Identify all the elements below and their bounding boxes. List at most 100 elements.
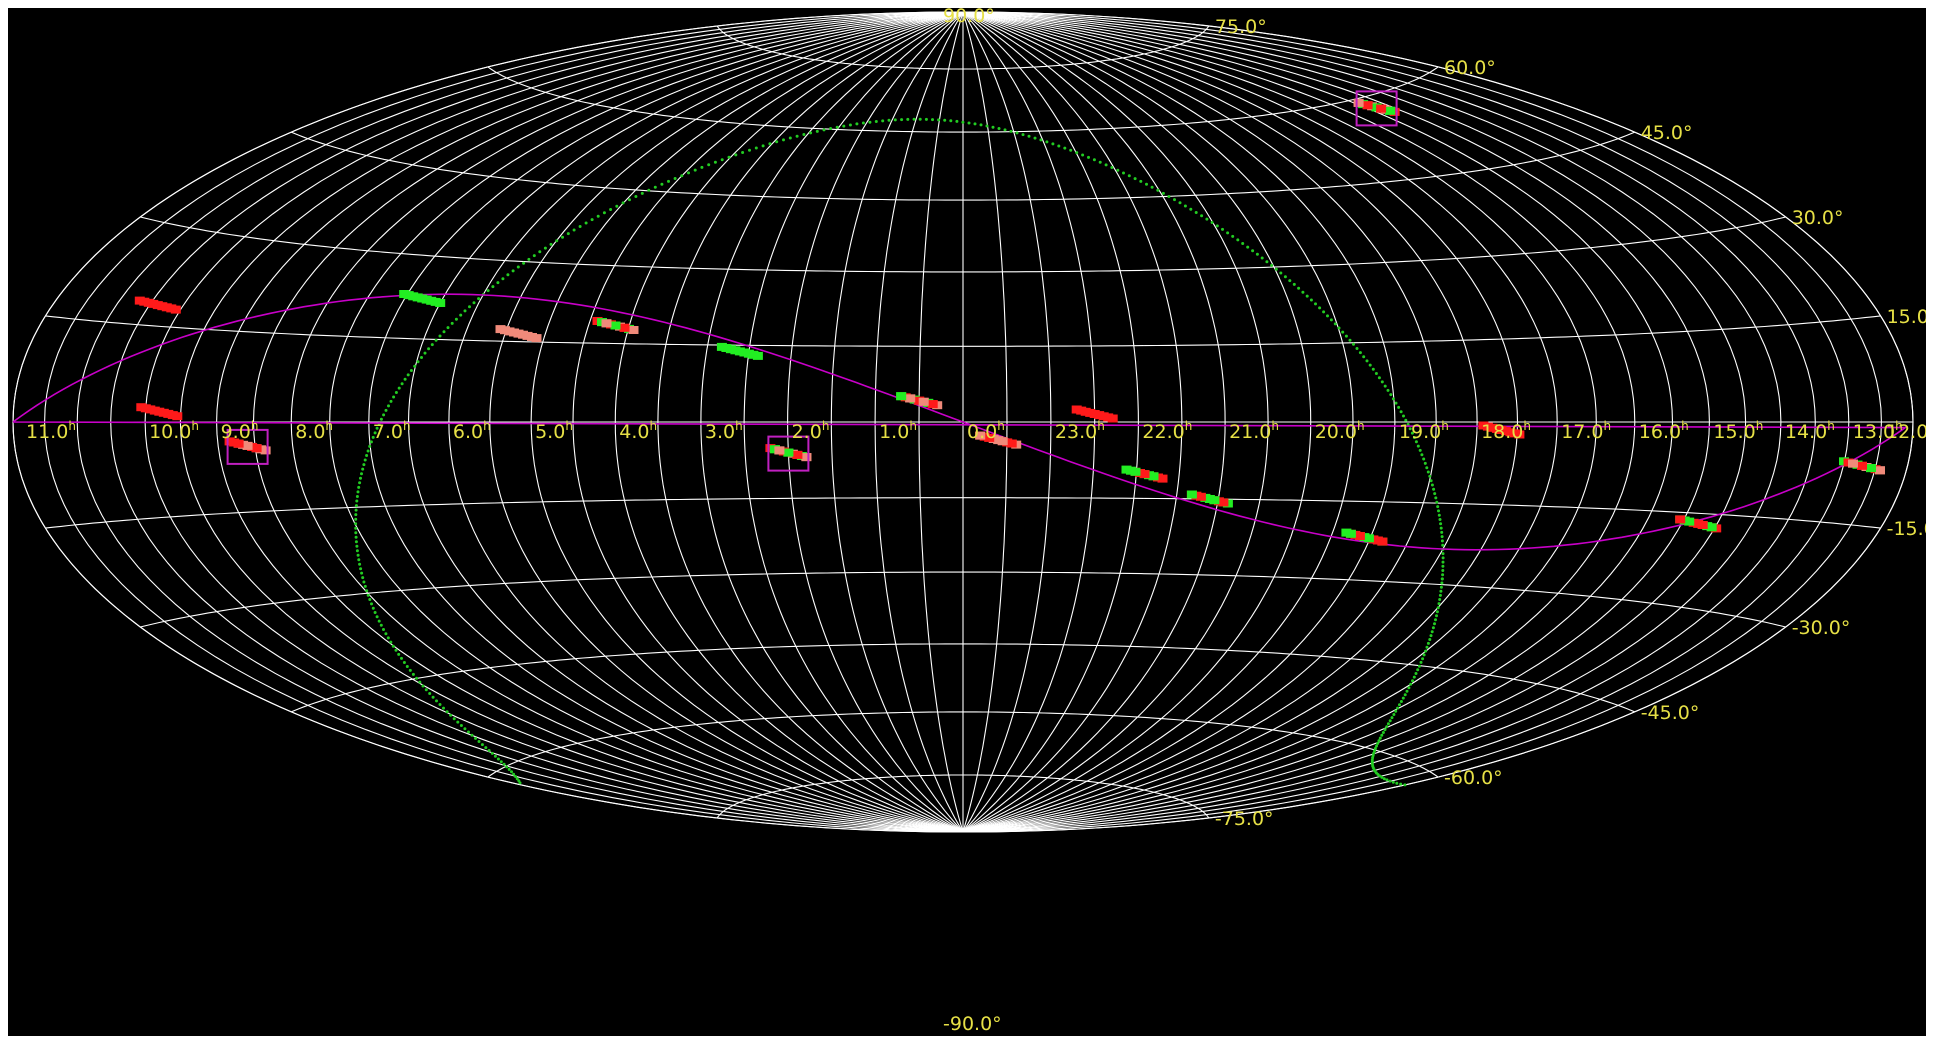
- galactic-plane-dot: [515, 777, 519, 781]
- galactic-plane-dot: [1439, 589, 1443, 593]
- galactic-plane-dot: [355, 544, 359, 548]
- galactic-plane-dot: [496, 757, 500, 761]
- galactic-plane-dot: [561, 235, 564, 239]
- galactic-plane-dot: [357, 485, 361, 489]
- galactic-plane-dot: [1156, 188, 1160, 192]
- galactic-plane-dot: [365, 454, 369, 457]
- galactic-plane-dot: [572, 228, 576, 232]
- galactic-plane-dot: [1365, 359, 1369, 363]
- survey-field-tile: [500, 326, 510, 335]
- galactic-plane-dot: [578, 225, 582, 228]
- galactic-plane-dot: [366, 449, 370, 453]
- galactic-plane-dot: [1394, 709, 1398, 713]
- survey-field-tile: [1006, 439, 1017, 448]
- survey-field-tile: [233, 439, 244, 448]
- galactic-plane-dot: [397, 652, 401, 656]
- galactic-plane-dot: [516, 265, 520, 269]
- galactic-plane-dot: [456, 720, 460, 724]
- galactic-plane-dot: [1421, 657, 1425, 661]
- galactic-plane-dot: [802, 133, 806, 136]
- survey-field-tile: [1706, 523, 1717, 532]
- galactic-plane-dot: [1399, 782, 1403, 786]
- meridian-line: [962, 11, 1052, 833]
- galactic-plane-dot: [788, 136, 792, 140]
- galactic-plane-dot: [1355, 347, 1359, 350]
- galactic-plane-dot: [442, 706, 445, 710]
- galactic-plane-dot: [490, 751, 494, 755]
- survey-field-tile: [1482, 422, 1493, 431]
- field-group: [1478, 421, 1525, 439]
- galactic-plane-dot: [1377, 739, 1381, 743]
- survey-field-tile: [1071, 405, 1082, 414]
- field-group: [896, 392, 943, 410]
- survey-field-tile: [792, 450, 803, 459]
- galactic-plane-dot: [459, 724, 463, 727]
- galactic-plane-dot: [413, 364, 417, 368]
- galactic-plane-dot: [1265, 260, 1269, 264]
- galactic-plane-dot: [754, 146, 758, 150]
- meridian-line: [962, 11, 1269, 833]
- galactic-plane-dot: [1441, 560, 1445, 564]
- galactic-plane-dot: [1318, 306, 1322, 310]
- galactic-plane-dot: [484, 746, 488, 750]
- survey-field-tile: [1094, 411, 1105, 420]
- galactic-plane-dot: [354, 531, 358, 535]
- galactic-plane-dot: [973, 122, 977, 126]
- meridian-line: [962, 11, 1914, 833]
- galactic-plane-dot: [1441, 564, 1445, 568]
- galactic-plane-dot: [1200, 214, 1204, 218]
- galactic-plane-dot: [584, 221, 588, 225]
- galactic-plane-dot: [842, 124, 846, 128]
- galactic-plane-dot: [848, 123, 852, 127]
- galactic-plane-dot: [543, 246, 547, 250]
- galactic-plane-dot: [1441, 543, 1445, 547]
- survey-field-tile: [242, 441, 253, 450]
- galactic-plane-dot: [1410, 431, 1414, 435]
- galactic-plane-dot: [1178, 201, 1182, 205]
- survey-field-tile: [1080, 407, 1091, 416]
- galactic-plane-dot: [1255, 252, 1259, 256]
- galactic-plane-dot: [354, 504, 358, 508]
- galactic-plane-dot: [881, 119, 885, 123]
- ra-label: 19.0h: [1399, 419, 1449, 443]
- survey-field-tile: [167, 411, 178, 420]
- galactic-plane-dot: [700, 165, 704, 169]
- galactic-plane-dot: [518, 781, 522, 785]
- galactic-plane-dot: [1260, 256, 1264, 260]
- ra-label: 14.0h: [1785, 419, 1835, 443]
- galactic-plane-dot: [538, 250, 542, 254]
- field-group: [1121, 465, 1168, 483]
- galactic-plane-dot: [1388, 779, 1392, 783]
- survey-field-tile: [610, 321, 621, 330]
- survey-field-tile: [743, 349, 754, 358]
- galactic-plane-dot: [1297, 286, 1301, 290]
- galactic-plane-dot: [1027, 134, 1031, 138]
- galactic-plane-dot: [463, 309, 467, 313]
- survey-field-tile: [1139, 470, 1150, 479]
- meridian-line: [962, 11, 1139, 833]
- galactic-plane-dot: [1145, 182, 1148, 186]
- galactic-plane-dot: [368, 598, 372, 601]
- galactic-plane-dot: [430, 343, 434, 347]
- dec-label: -60.0°: [1444, 767, 1503, 789]
- galactic-plane-dot: [1215, 224, 1219, 228]
- galactic-plane-dot: [1405, 689, 1409, 693]
- field-group: [1186, 490, 1233, 508]
- survey-field-tile: [725, 345, 736, 354]
- galactic-plane-dot: [400, 656, 403, 660]
- meridian-line: [962, 11, 1850, 833]
- galactic-plane-dot: [356, 490, 360, 494]
- galactic-plane-dot: [470, 733, 474, 737]
- ra-label: 18.0h: [1481, 419, 1531, 443]
- ra-label: 1.0h: [879, 419, 917, 443]
- galactic-plane-dot: [1407, 686, 1411, 690]
- meridian-line: [962, 11, 1096, 833]
- galactic-plane-dot: [1390, 716, 1394, 720]
- galactic-plane-dot: [1039, 138, 1043, 142]
- survey-field-tile: [509, 328, 519, 337]
- galactic-plane-dot: [1440, 581, 1444, 585]
- galactic-plane-dot: [1150, 185, 1154, 189]
- galactic-plane-dot: [590, 218, 594, 222]
- ra-label: 2.0h: [792, 419, 830, 443]
- galactic-plane-dot: [887, 118, 891, 122]
